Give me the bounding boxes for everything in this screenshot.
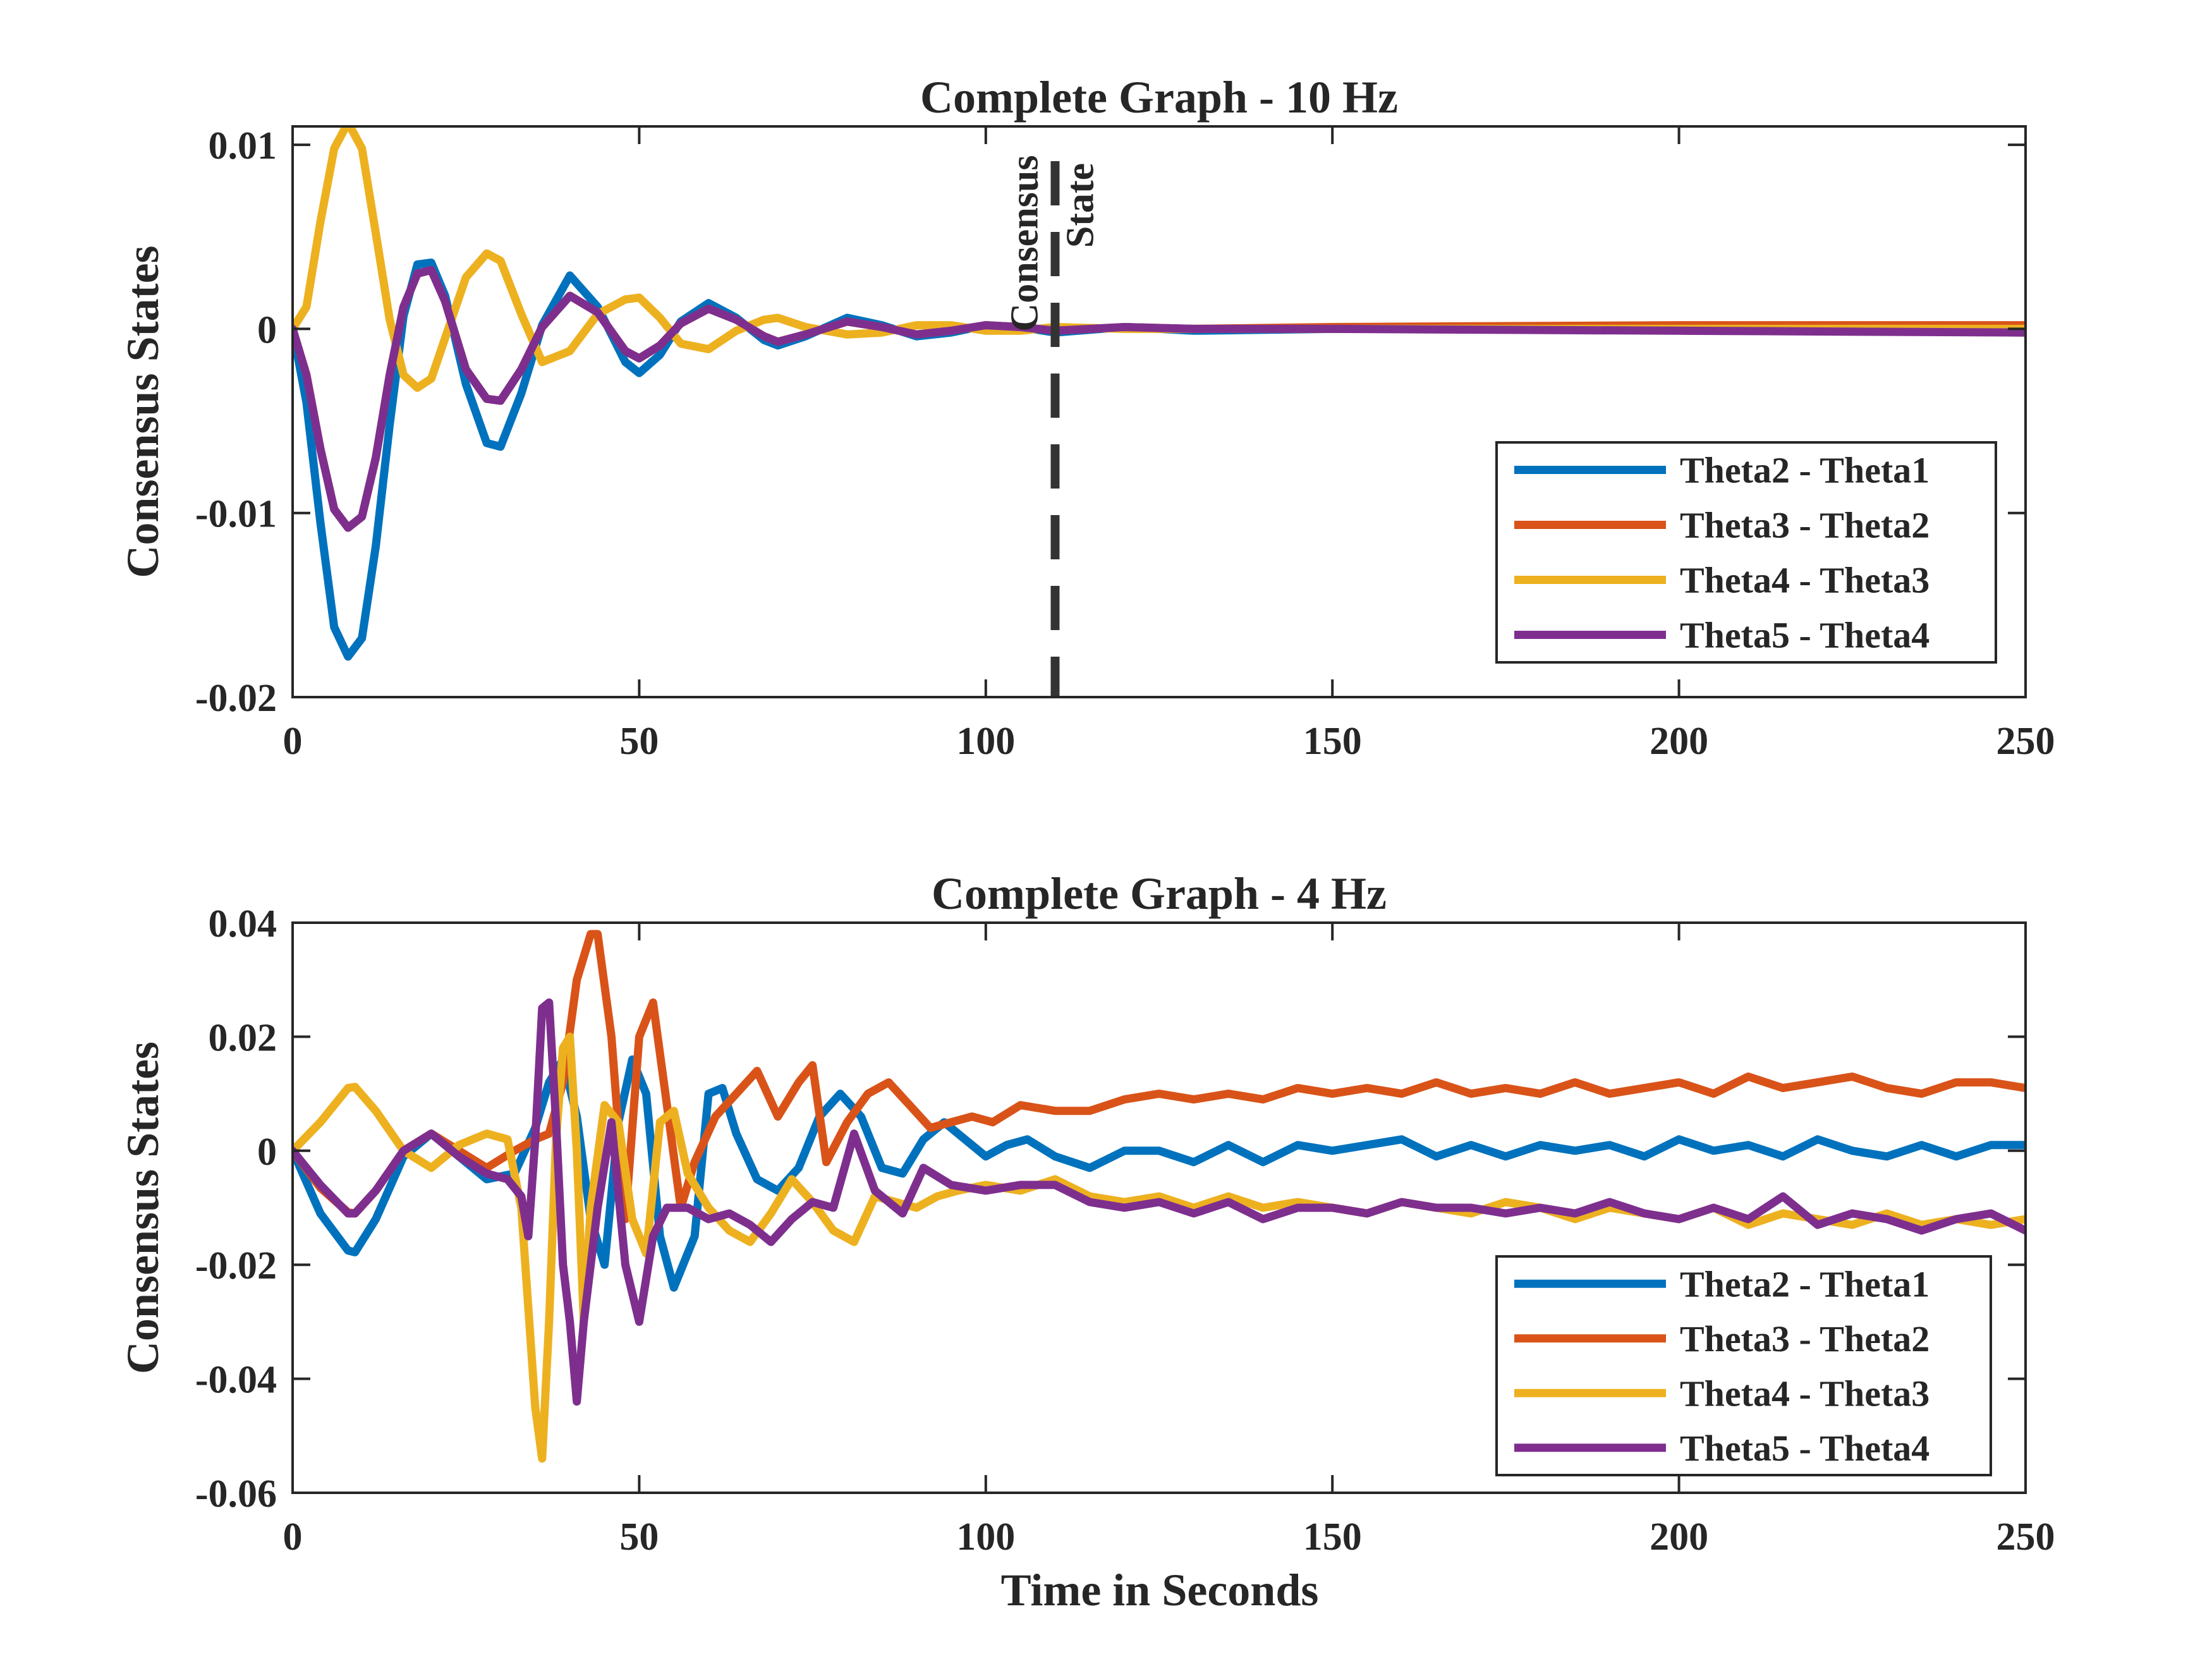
series-line-2 (293, 930, 2026, 1224)
x-tick-label: 0 (283, 720, 303, 763)
legend-box (1495, 1255, 1992, 1476)
legend-entry-label: Theta2 - Theta1 (1680, 1263, 1929, 1304)
x-axis-label: Time in Seconds (1001, 1565, 1319, 1615)
series-line-4 (293, 998, 2026, 1406)
series-group (293, 930, 2026, 1463)
legend: Theta2 - Theta1 Theta3 - Theta2 Theta4 - T… (1495, 441, 1997, 664)
x-tick-label: 50 (619, 720, 659, 763)
chart-title: Complete Graph - 4 Hz (932, 868, 1387, 919)
x-tick-label: 200 (1650, 720, 1708, 763)
legend: Theta2 - Theta1 Theta3 - Theta2 Theta4 - T… (1495, 1255, 1992, 1476)
x-tick-label: 0 (283, 1516, 303, 1559)
legend-entry-label: Theta4 - Theta3 (1680, 1373, 1929, 1414)
series-line-3 (293, 126, 2026, 392)
legend-entry-label: Theta4 - Theta3 (1680, 560, 1929, 601)
y-tick-label: -0.04 (195, 1359, 277, 1402)
legend-box (1495, 441, 1997, 664)
axes-box (291, 125, 2027, 698)
legend-entry-label: Theta2 - Theta1 (1680, 450, 1929, 491)
y-axis-label: Consensus States (118, 245, 168, 578)
x-tick-label: 150 (1303, 720, 1362, 763)
x-tick-label: 250 (1996, 1516, 2055, 1559)
chart-title: Complete Graph - 10 Hz (920, 72, 1398, 123)
y-tick-label: 0.01 (209, 125, 277, 167)
y-tick-label: -0.01 (195, 493, 277, 536)
subplot-4hz: 0 50 100 150 200 250 -0.06 -0.04 -0.02 0 0.02 0.04 C… (118, 868, 2055, 1559)
y-tick-label: -0.06 (195, 1473, 277, 1516)
x-tick-label: 150 (1303, 1516, 1362, 1559)
series-line-4 (293, 265, 2026, 532)
axes-box (291, 921, 2027, 1494)
y-tick-label: -0.02 (195, 677, 277, 720)
annotation-line2: State (1059, 163, 1102, 248)
annotation-line1: Consensus (1003, 155, 1046, 331)
y-axis-label: Consensus States (118, 1042, 168, 1374)
x-tick-label: 250 (1996, 720, 2055, 763)
x-tick-label: 200 (1650, 1516, 1708, 1559)
y-tick-label: 0 (257, 1131, 277, 1174)
legend-entry-label: Theta3 - Theta2 (1680, 1318, 1929, 1359)
subplot-10hz: Consensus State 0 50 100 150 200 250 -0.02 -0.01 0… (118, 72, 2055, 763)
series-group (293, 126, 2026, 661)
legend-entry-label: Theta3 - Theta2 (1680, 505, 1929, 546)
y-tick-label: 0.02 (209, 1016, 277, 1059)
legend-entry-label: Theta5 - Theta4 (1680, 1428, 1929, 1469)
x-tick-label: 100 (956, 720, 1015, 763)
legend-entry-label: Theta5 - Theta4 (1680, 615, 1929, 656)
x-tick-label: 100 (956, 1516, 1015, 1559)
y-tick-label: -0.02 (195, 1244, 277, 1287)
y-tick-label: 0.04 (209, 902, 277, 945)
y-tick-label: 0 (257, 308, 277, 351)
x-tick-label: 50 (619, 1516, 659, 1559)
